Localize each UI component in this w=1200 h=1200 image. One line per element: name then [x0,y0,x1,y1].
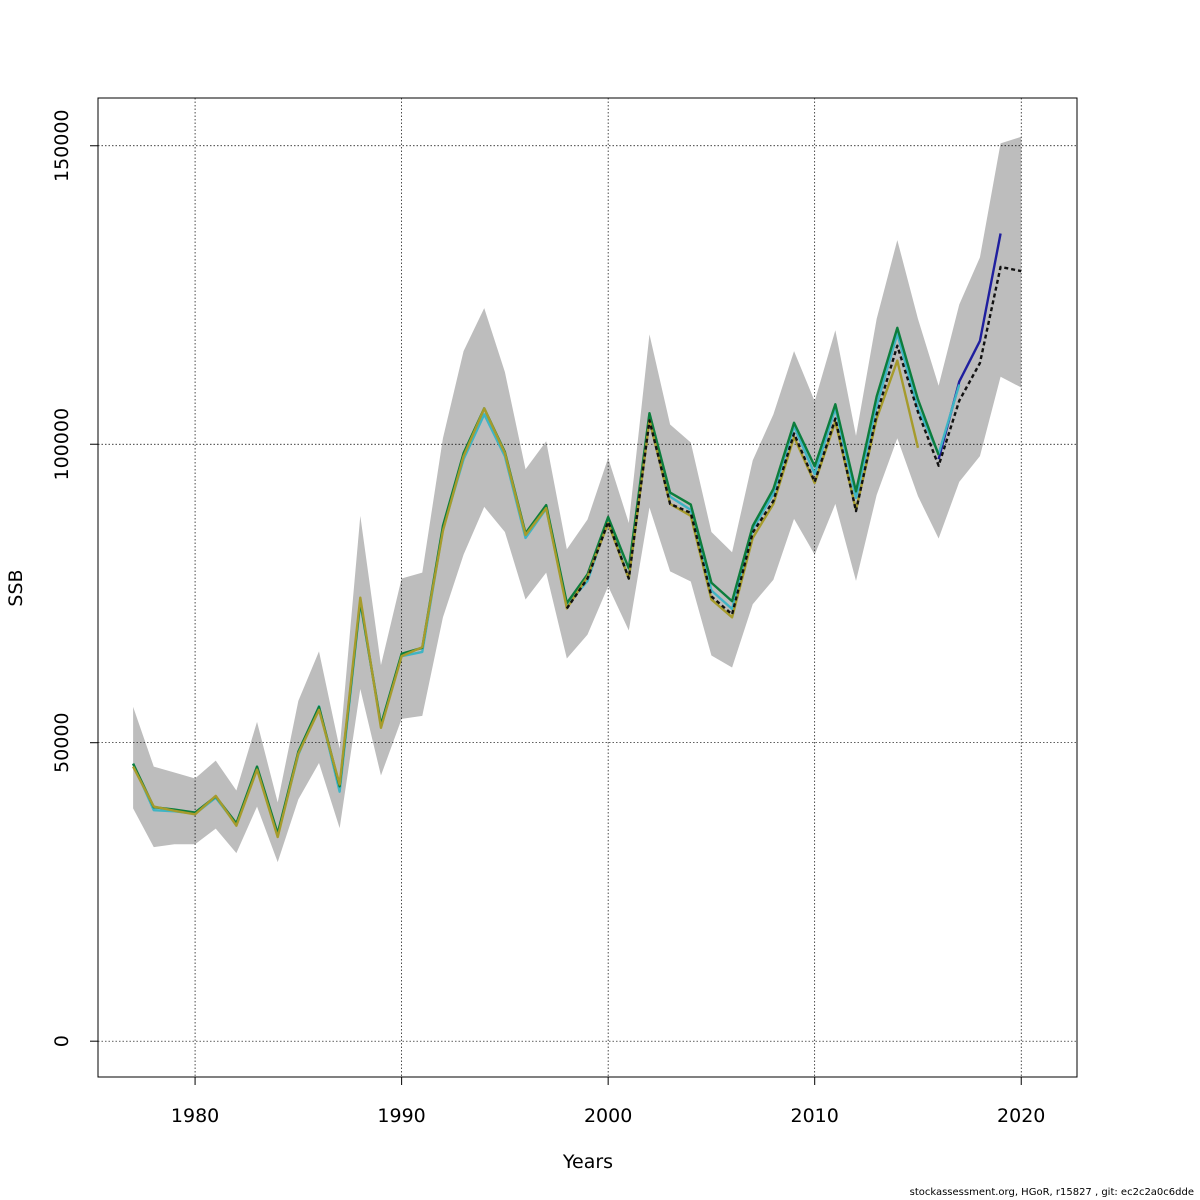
y-tick-label: 150000 [51,109,73,182]
plot-frame [97,97,1078,1078]
y-axis: 0 50000 100000 150000 [51,109,98,1047]
y-tick-label: 50000 [51,712,73,772]
x-tick-label: 1990 [377,1105,425,1127]
series-line-5 [565,265,1022,616]
series-lines [132,233,1022,839]
x-tick-label: 2000 [584,1105,632,1127]
x-tick-label: 2020 [997,1105,1045,1127]
series-line-4 [132,359,920,839]
footer-credit: stockassessment.org, HGoR, r15827 , git:… [909,1187,1194,1198]
y-tick-label: 100000 [51,408,73,481]
x-tick-label: 2010 [791,1105,839,1127]
confidence-band-area [133,136,1022,863]
y-axis-title: SSB [5,569,27,606]
y-tick-label: 0 [51,1035,73,1047]
x-axis-title: Years [562,1151,613,1173]
x-axis: 1980 1990 2000 2010 2020 [171,1077,1045,1127]
confidence-band [133,136,1022,863]
grid [98,98,1077,1077]
x-tick-label: 1980 [171,1105,219,1127]
